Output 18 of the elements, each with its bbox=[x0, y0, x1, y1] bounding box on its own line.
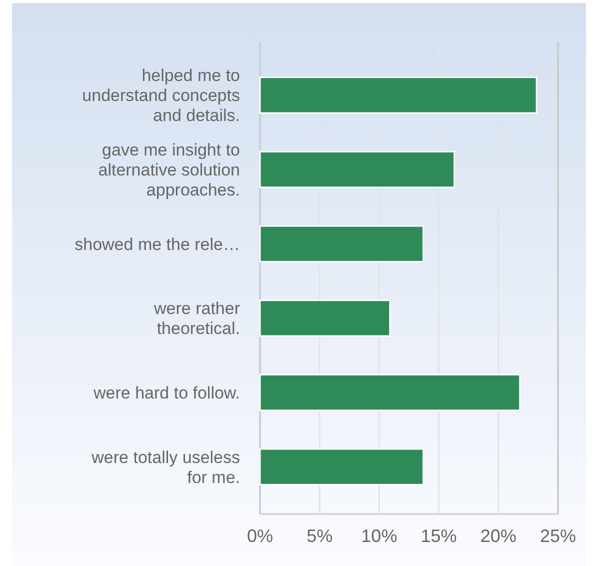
y-tick-label: were hard to follow. bbox=[92, 384, 240, 402]
x-tick-label: 15% bbox=[420, 526, 457, 546]
x-tick-label: 25% bbox=[540, 526, 576, 546]
x-tick-label: 20% bbox=[480, 526, 516, 546]
bar bbox=[259, 300, 391, 337]
bar bbox=[259, 448, 424, 486]
x-tick-label: 10% bbox=[361, 526, 398, 546]
y-tick-label: were rather theoretical. bbox=[153, 299, 240, 338]
bar bbox=[259, 374, 521, 412]
y-tick-label: were totally useless for me. bbox=[90, 448, 240, 487]
y-tick-label: helped me to understand concepts and details. bbox=[82, 66, 240, 126]
bar bbox=[259, 150, 456, 188]
x-tick-label: 5% bbox=[306, 526, 333, 546]
y-tick-label: gave me insight to alternative solution approaches. bbox=[98, 140, 240, 200]
x-tick-label: 0% bbox=[246, 526, 274, 546]
y-tick-label: showed me the rele… bbox=[74, 234, 240, 254]
bar bbox=[259, 76, 538, 114]
bar bbox=[259, 225, 424, 262]
